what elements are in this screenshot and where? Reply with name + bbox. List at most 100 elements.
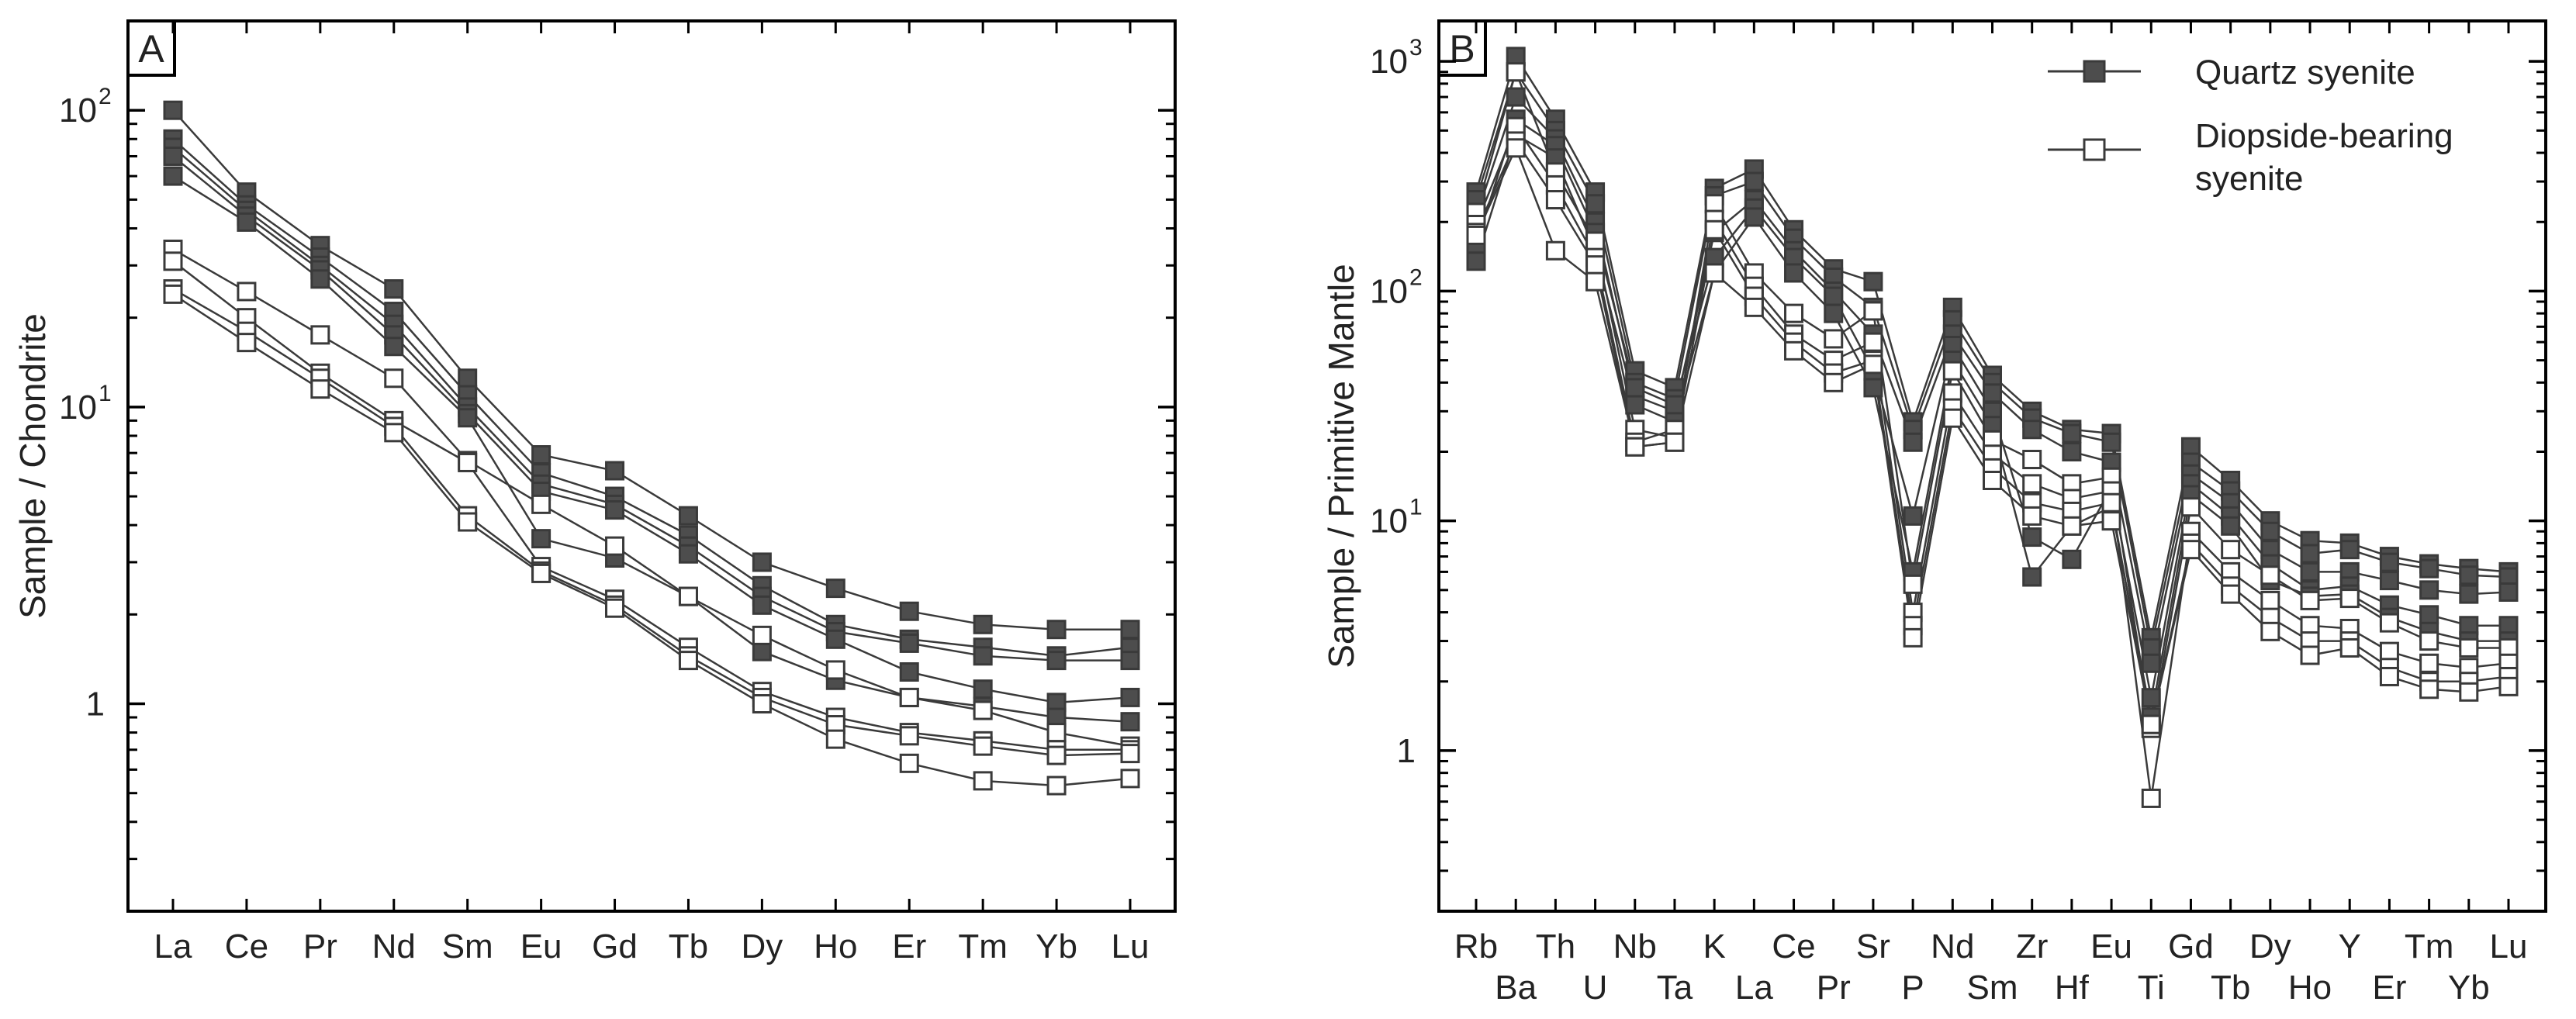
data-point-quartz: [458, 368, 478, 389]
data-point-quartz: [605, 500, 625, 520]
x-tick-label: Ba: [1495, 969, 1537, 1007]
x-tick-label: K: [1703, 927, 1725, 965]
data-point-diopside: [1704, 194, 1724, 214]
data-point-quartz: [899, 633, 919, 653]
y-tick-label: 10: [59, 92, 97, 130]
data-point-quartz: [899, 601, 919, 621]
legend-quartz-label: Quartz syenite: [2195, 54, 2415, 92]
data-point-quartz: [825, 579, 845, 599]
series-line-diopside: [172, 260, 1130, 751]
data-point-diopside: [1545, 240, 1565, 261]
x-tick-label: Ce: [1772, 927, 1815, 965]
data-point-diopside: [1545, 190, 1565, 210]
data-point-diopside: [1625, 437, 1645, 457]
data-point-diopside: [1704, 263, 1724, 283]
data-point-diopside: [163, 251, 183, 271]
data-point-diopside: [2459, 637, 2479, 658]
data-point-quartz: [973, 679, 993, 699]
panel-letter: B: [1449, 27, 1475, 71]
data-point-quartz: [2339, 540, 2360, 560]
data-point-quartz: [310, 269, 330, 289]
data-point-quartz: [1120, 651, 1140, 671]
x-tick-label: La: [1735, 969, 1773, 1007]
data-point-quartz: [1585, 194, 1606, 214]
data-point-diopside: [899, 753, 919, 773]
data-point-diopside: [2022, 474, 2042, 494]
data-point-diopside: [1665, 432, 1685, 452]
y-tick-exponent: 2: [1409, 264, 1423, 290]
data-point-diopside: [2379, 641, 2399, 661]
data-point-diopside: [531, 494, 552, 514]
data-point-quartz: [752, 552, 772, 572]
data-point-quartz: [1784, 263, 1804, 283]
series-line-quartz: [172, 147, 1130, 661]
y-tick-label: 1: [86, 686, 105, 724]
data-point-diopside: [2260, 590, 2280, 610]
data-point-diopside: [973, 700, 993, 720]
data-point-diopside: [2022, 506, 2042, 526]
data-point-diopside: [2180, 540, 2201, 560]
x-tick-label: Tb: [669, 927, 708, 965]
y-axis-title: Sample / Primitive Mantle: [1321, 264, 1361, 668]
data-point-quartz: [2459, 565, 2479, 585]
x-tick-label: Nd: [1931, 927, 1974, 965]
x-tick-label: Nb: [1613, 927, 1657, 965]
x-tick-label: Er: [2372, 969, 2406, 1007]
data-point-quartz: [458, 408, 478, 428]
data-point-quartz: [2062, 423, 2082, 444]
data-point-quartz: [1903, 506, 1923, 526]
data-point-diopside: [1942, 361, 1962, 381]
data-point-diopside: [752, 625, 772, 645]
x-tick-label: Eu: [520, 927, 562, 965]
data-point-diopside: [1942, 408, 1962, 428]
data-point-quartz: [2022, 420, 2042, 440]
data-point-quartz: [2141, 653, 2161, 673]
data-point-diopside: [1824, 372, 1844, 392]
data-point-quartz: [973, 646, 993, 666]
data-point-quartz: [384, 279, 404, 299]
data-point-diopside: [1585, 271, 1606, 292]
x-tick-label: Ce: [225, 927, 268, 965]
data-point-diopside: [1863, 332, 1883, 352]
data-point-quartz: [2062, 549, 2082, 569]
panel-letter: A: [138, 27, 164, 71]
data-point-quartz: [2379, 552, 2399, 572]
x-tick-label: U: [1583, 969, 1608, 1007]
data-point-diopside: [2379, 666, 2399, 686]
data-point-quartz: [1120, 620, 1140, 640]
x-tick-label: Ta: [1657, 969, 1693, 1007]
data-point-quartz: [2141, 688, 2161, 708]
data-point-diopside: [825, 660, 845, 680]
data-point-quartz: [2419, 580, 2439, 600]
data-point-diopside: [1585, 231, 1606, 251]
data-point-quartz: [1625, 378, 1645, 398]
data-point-quartz: [1046, 651, 1067, 671]
data-point-diopside: [458, 452, 478, 472]
series-line-quartz: [172, 155, 1131, 704]
data-point-quartz: [2221, 516, 2241, 536]
data-point-quartz: [2022, 527, 2042, 547]
data-point-diopside: [1466, 225, 1486, 245]
x-tick-label: Pr: [1817, 969, 1851, 1007]
y-tick-exponent: 3: [1409, 35, 1423, 60]
data-point-diopside: [1983, 471, 2002, 491]
data-point-quartz: [2419, 605, 2439, 625]
data-point-diopside: [2141, 714, 2161, 734]
data-point-diopside: [2101, 492, 2121, 513]
data-point-quartz: [1824, 286, 1844, 306]
data-point-diopside: [899, 687, 919, 707]
x-tick-label: Lu: [2490, 927, 2528, 965]
data-point-diopside: [1585, 255, 1606, 275]
data-point-quartz: [752, 595, 772, 615]
x-tick-label: Ti: [2138, 969, 2165, 1007]
series-line-quartz: [172, 109, 1130, 630]
data-point-diopside: [237, 282, 257, 302]
y-axis-title: Sample / Chondrite: [12, 313, 53, 619]
data-point-quartz: [678, 506, 698, 526]
data-point-quartz: [1120, 712, 1140, 732]
x-tick-label: Pr: [303, 927, 337, 965]
data-point-quartz: [973, 614, 993, 634]
y-tick-label: 10: [1370, 272, 1408, 310]
